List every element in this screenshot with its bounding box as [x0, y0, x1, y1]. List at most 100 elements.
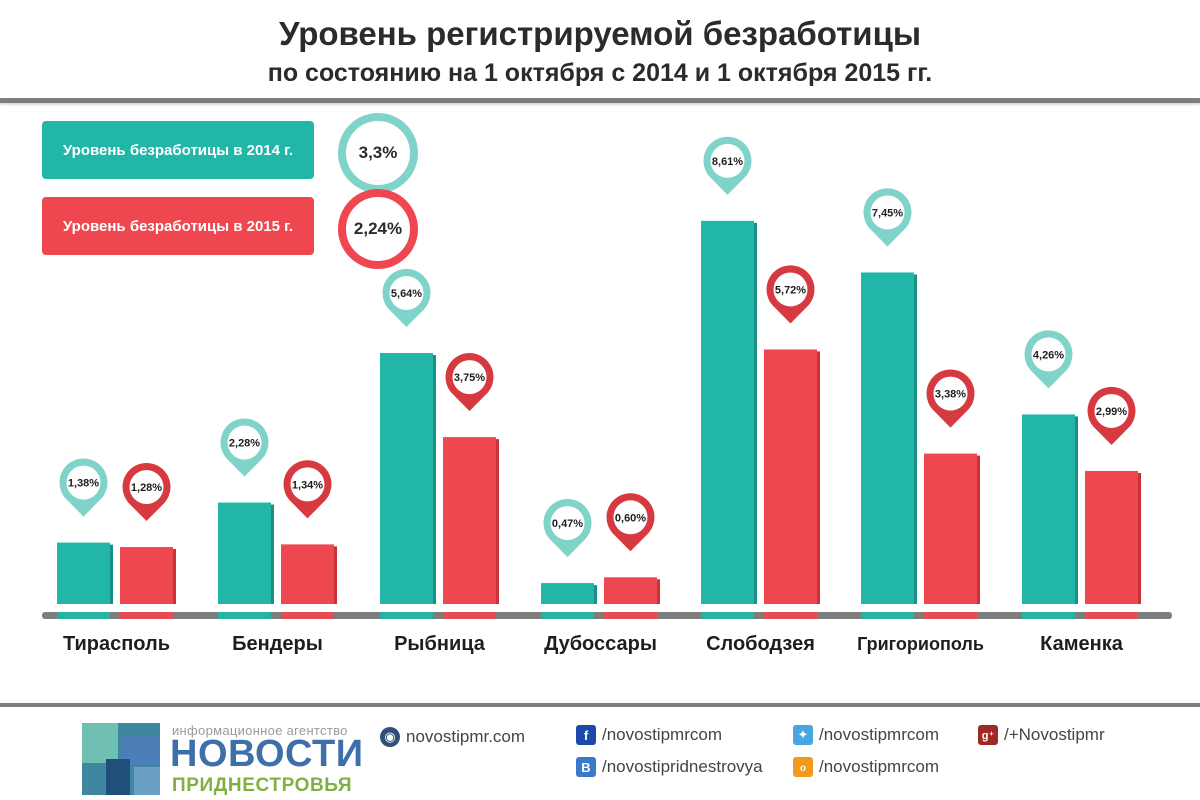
data-label: 5,72%	[775, 284, 806, 296]
bar-foot	[281, 612, 334, 619]
bar-2014	[380, 353, 433, 604]
value-pin-inner	[290, 467, 325, 502]
value-pin-inner	[933, 376, 968, 411]
bar-foot	[120, 612, 173, 619]
facebook-link-text: /novostipmrcom	[602, 725, 722, 744]
data-label: 4,26%	[1033, 349, 1064, 361]
bar-foot	[604, 612, 657, 619]
data-label: 0,47%	[552, 518, 583, 530]
bar-foot	[764, 612, 817, 619]
agency-tagline: информационное агентство	[172, 723, 348, 738]
agency-logo	[82, 723, 160, 795]
category-label: Бендеры	[232, 633, 323, 655]
value-pin-inner	[550, 506, 585, 541]
agency-region: ПРИДНЕСТРОВЬЯ	[172, 775, 353, 796]
chart-title-line2: по состоянию на 1 октября с 2014 и 1 окт…	[267, 59, 933, 87]
bar-foot	[218, 612, 271, 619]
category-label: Рыбница	[394, 633, 486, 655]
bar-2014	[1022, 414, 1075, 604]
footer: информационное агентство НОВОСТИ ПРИДНЕС…	[0, 707, 1200, 800]
googleplus-link-text: /+Novostipmr	[1004, 725, 1105, 744]
facebook-icon: f	[576, 725, 596, 745]
bar-2014	[701, 220, 754, 605]
website-link-text: novostipmr.com	[406, 727, 526, 746]
bar-2015	[604, 577, 657, 604]
bar-2014	[541, 583, 594, 604]
legend-label-2015: Уровень безработицы в 2015 г.	[42, 197, 314, 255]
bar-2014	[57, 542, 110, 604]
bar-shade	[1074, 416, 1078, 604]
bar-shade	[172, 549, 176, 604]
bar-shade	[593, 585, 597, 604]
twitter-link[interactable]: ✦ /novostipmrcom	[793, 725, 939, 745]
data-label: 2,28%	[229, 438, 260, 450]
data-label: 5,64%	[391, 288, 422, 300]
twitter-link-text: /novostipmrcom	[819, 725, 939, 744]
bar-foot	[924, 612, 977, 619]
bar-shade	[495, 439, 499, 604]
bar-shade	[432, 355, 436, 604]
top-divider	[0, 98, 1200, 103]
value-pin-inner	[129, 470, 164, 505]
twitter-icon: ✦	[793, 725, 813, 745]
data-label: 8,61%	[712, 156, 743, 168]
value-pin-inner	[66, 465, 101, 500]
bar-2015	[764, 349, 817, 604]
value-pin-inner	[227, 425, 262, 460]
vk-icon: B	[576, 757, 596, 777]
category-label: Каменка	[1040, 633, 1124, 655]
bar-2015	[281, 544, 334, 604]
value-pin-inner	[613, 500, 648, 535]
value-pin-inner	[870, 195, 905, 230]
chart-title-line1: Уровень регистрируемой безработицы	[278, 15, 922, 52]
bar-foot	[1085, 612, 1138, 619]
bar-chart: 1,38% 1,28% Тирасполь 2,28% 1,34% Бендеры 5,64…	[42, 136, 1172, 655]
bar-foot	[701, 612, 754, 619]
category-label: Слободзея	[706, 633, 815, 655]
data-label: 0,60%	[615, 512, 646, 524]
bar-2015	[1085, 470, 1138, 604]
category-label: Григориополь	[857, 634, 984, 654]
odnoklassniki-icon: ℴ	[793, 757, 813, 777]
facebook-link[interactable]: f /novostipmrcom	[576, 725, 722, 745]
bar-foot	[541, 612, 594, 619]
vk-link-text: /novostipridnestrovya	[602, 757, 763, 776]
data-label: 3,75%	[454, 372, 485, 384]
data-label: 7,45%	[872, 207, 903, 219]
bar-shade	[656, 579, 660, 604]
bar-2015	[443, 437, 496, 604]
website-link[interactable]: ◉ novostipmr.com	[380, 727, 525, 747]
bar-foot	[861, 612, 914, 619]
bar-2015	[924, 453, 977, 604]
value-pin-inner	[1031, 337, 1066, 372]
googleplus-link[interactable]: g⁺ /+Novostipmr	[978, 725, 1105, 745]
agency-name: НОВОСТИ	[170, 733, 364, 775]
value-pin-inner	[452, 360, 487, 395]
bar-foot	[57, 612, 110, 619]
bar-shade	[109, 544, 113, 604]
bar-shade	[333, 546, 337, 604]
legend-value-2015: 2,24%	[338, 189, 418, 269]
bar-2015	[120, 547, 173, 604]
value-pin-inner	[710, 143, 745, 178]
data-label: 1,38%	[68, 478, 99, 490]
bar-shade	[1137, 472, 1141, 604]
vk-link[interactable]: B /novostipridnestrovya	[576, 757, 763, 777]
value-pin-inner	[1094, 393, 1129, 428]
category-label: Дубоссары	[544, 633, 657, 655]
bottom-divider	[0, 703, 1200, 707]
value-pin-inner	[389, 276, 424, 311]
legend-label-2014: Уровень безработицы в 2014 г.	[42, 121, 314, 179]
bar-2014	[218, 502, 271, 604]
bar-shade	[976, 455, 980, 604]
bar-foot	[443, 612, 496, 619]
bar-2014	[861, 272, 914, 604]
data-label: 2,99%	[1096, 406, 1127, 418]
chart-title: Уровень регистрируемой безработицы по со…	[0, 12, 1200, 90]
googleplus-icon: g⁺	[978, 725, 998, 745]
bar-shade	[270, 504, 274, 604]
odnoklassniki-link[interactable]: ℴ /novostipmrcom	[793, 757, 939, 777]
category-label: Тирасполь	[63, 633, 170, 655]
bar-shade	[816, 351, 820, 604]
bar-shade	[753, 222, 757, 605]
